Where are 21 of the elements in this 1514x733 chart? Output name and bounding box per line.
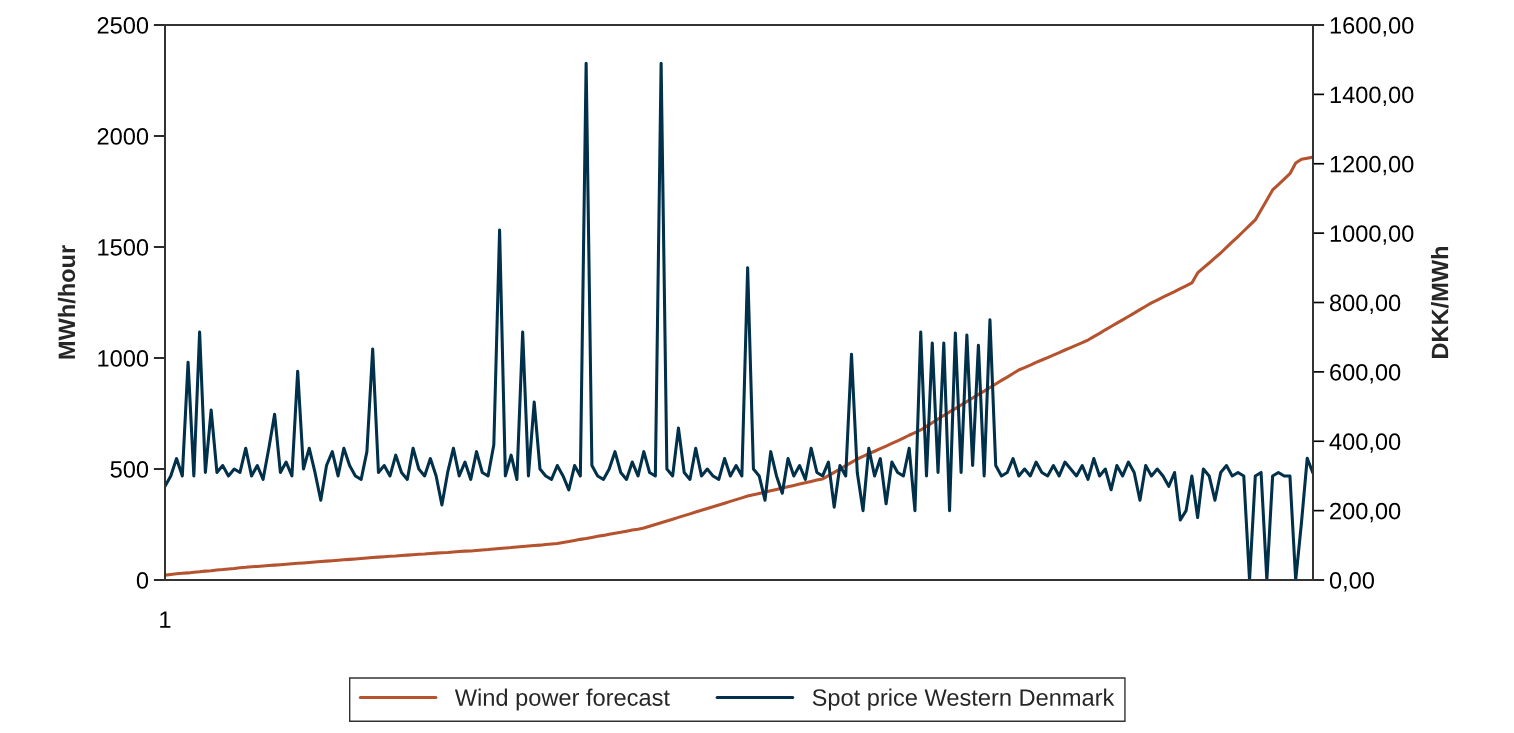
y-tick-label: 2500 [97, 17, 149, 34]
y2-tick-label: 1600,00 [1330, 17, 1414, 37]
y-tick-label: 1000 [98, 350, 149, 367]
y2-axis-title: DKK/MWh [1430, 246, 1449, 358]
y2-tick-label: 1400,00 [1330, 86, 1414, 106]
y2-tick-label: 400,00 [1329, 433, 1401, 453]
y2-tick-label: 1200,00 [1330, 155, 1414, 176]
y-tick-label: 2000 [97, 128, 149, 145]
y2-tick-label: 600,00 [1330, 363, 1401, 384]
legend-label: Wind power forecast [454, 688, 670, 711]
y2-tick-label: 200,00 [1330, 502, 1401, 523]
y-tick-label: 1500 [98, 239, 149, 256]
y2-tick-label: 800,00 [1330, 294, 1401, 315]
x-tick-label: 1 [160, 611, 171, 628]
y-axis-title: MWh/hour [57, 245, 76, 359]
y-tick-label: 500 [110, 461, 149, 478]
y2-tick-label: 1000,00 [1330, 225, 1414, 245]
line-series [165, 155, 1313, 577]
y-tick-label: 0 [136, 572, 149, 589]
legend-label: Spot price Western Denmark [812, 688, 1115, 711]
y2-tick-label: 0,00 [1329, 572, 1374, 592]
